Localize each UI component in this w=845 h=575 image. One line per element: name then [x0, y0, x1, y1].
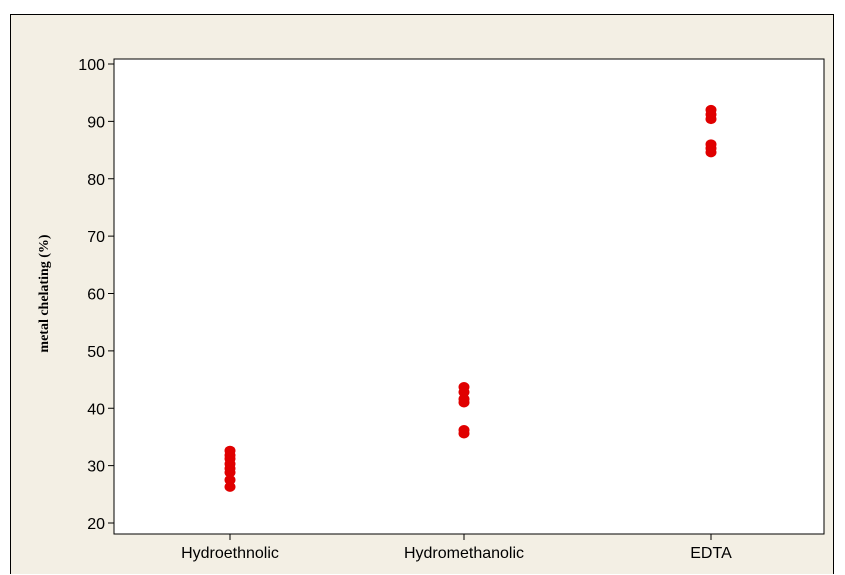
y-tick-label: 40: [87, 401, 105, 418]
data-point: [458, 382, 470, 393]
y-tick-label: 60: [87, 287, 105, 304]
y-axis: 20 30 40 50 60 70 80 90 100: [78, 57, 114, 533]
plot-area: [113, 58, 825, 535]
data-point: [705, 139, 717, 150]
y-tick-label: 30: [87, 459, 105, 476]
data-point: [458, 394, 470, 405]
data-points: [224, 104, 717, 492]
x-axis: Hydroethnolic Hydromethanolic EDTA: [181, 534, 732, 562]
data-point: [224, 445, 236, 456]
y-axis-title: metal chelating (%): [37, 234, 52, 353]
data-point: [224, 474, 236, 485]
x-tick-label: Hydroethnolic: [181, 545, 279, 562]
y-tick-label: 20: [87, 516, 105, 533]
data-point: [458, 425, 470, 436]
chart-frame: 20 30 40 50 60 70 80 90 100 Hydroethnolic Hydrome…: [10, 14, 834, 574]
x-tick-label: EDTA: [690, 545, 732, 562]
y-tick-label: 100: [78, 57, 105, 74]
x-tick-label: Hydromethanolic: [404, 545, 524, 562]
data-point: [705, 104, 717, 115]
y-tick-label: 80: [87, 172, 105, 189]
data-point: [224, 481, 236, 492]
y-tick-label: 90: [87, 114, 105, 131]
y-tick-label: 50: [87, 344, 105, 361]
scatter-chart: 20 30 40 50 60 70 80 90 100 Hydroethnolic Hydrome…: [37, 57, 825, 562]
y-tick-label: 70: [87, 229, 105, 246]
